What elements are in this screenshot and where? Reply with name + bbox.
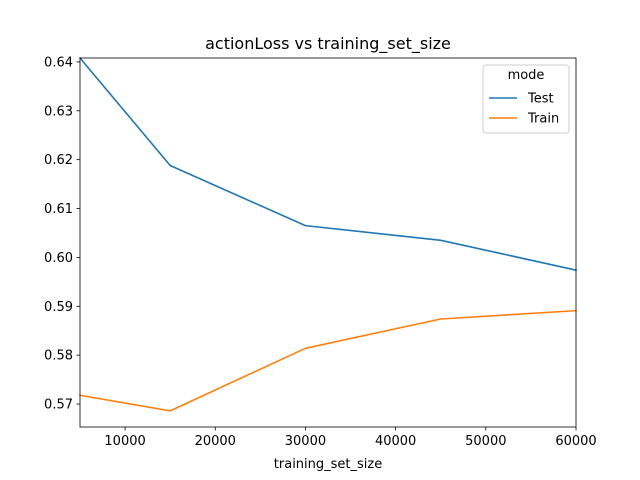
y-tick-label: 0.62 — [44, 153, 73, 168]
x-tick-label: 40000 — [375, 434, 416, 449]
plot-frame — [79, 57, 577, 428]
x-tick-label: 60000 — [555, 434, 596, 449]
legend-title: mode — [508, 68, 545, 83]
x-axis-label: training_set_size — [274, 457, 382, 472]
x-tick-label: 30000 — [285, 434, 326, 449]
chart-title: actionLoss vs training_set_size — [205, 34, 451, 54]
y-tick-label: 0.64 — [44, 55, 73, 70]
series-line-test — [78, 56, 577, 272]
plot-marks — [78, 56, 577, 412]
y-tick-label: 0.61 — [44, 202, 73, 217]
legend: mode Test Train — [482, 64, 570, 134]
x-tick-label: 50000 — [465, 434, 506, 449]
axes: 10000 20000 30000 40000 50000 60000 0.57 0.58 0.… — [44, 55, 597, 449]
x-tick-label: 20000 — [195, 434, 236, 449]
legend-label-test: Test — [527, 92, 554, 107]
y-tick-label: 0.58 — [44, 349, 73, 364]
legend-label-train: Train — [527, 112, 559, 127]
y-tick-label: 0.59 — [44, 300, 73, 315]
y-tick-label: 0.57 — [44, 398, 73, 413]
legend-box — [482, 64, 570, 134]
x-tick-label: 10000 — [104, 434, 145, 449]
y-tick-label: 0.63 — [44, 104, 73, 119]
series-line-train — [79, 309, 577, 412]
y-tick-label: 0.60 — [44, 251, 73, 266]
